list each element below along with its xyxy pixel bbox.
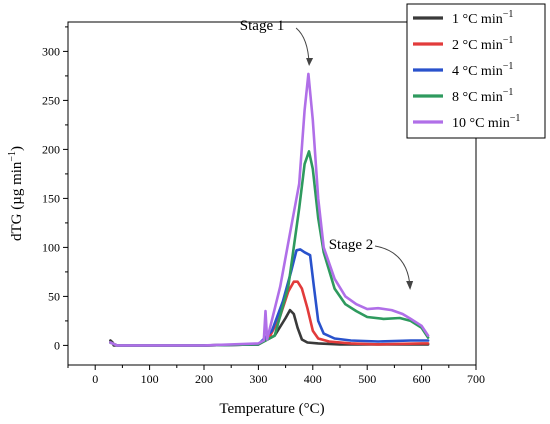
series-line-5 — [109, 72, 430, 347]
annotation-stage-2: Stage 2 — [329, 237, 374, 253]
x-axis-title: Temperature (°C) — [219, 401, 324, 417]
axes: 0 100 200 300 400 500 600 700 0 50 100 150 200 250 300… — [7, 21, 485, 417]
annotation-arrowhead-2 — [406, 281, 414, 290]
legend-label-sup: −1 — [503, 61, 514, 72]
legend-label-5: 10 °C min−1 — [452, 113, 520, 131]
annotation-arrow-2 — [374, 245, 411, 289]
legend-label-sup: −1 — [503, 87, 514, 98]
series-line-4 — [109, 150, 430, 347]
y-axis-title-close: ) — [9, 146, 25, 151]
y-axis-title: dTG (µg min−1) — [7, 146, 25, 241]
legend-label-main: 10 °C min — [452, 116, 510, 131]
y-tick-label: 50 — [48, 289, 60, 303]
legend: 1 °C min−12 °C min−14 °C min−18 °C min−1… — [406, 3, 546, 139]
series-layer — [109, 72, 430, 347]
y-tick-label: 100 — [42, 240, 60, 254]
y-tick-label: 300 — [42, 44, 60, 58]
legend-label-main: 1 °C min — [452, 12, 503, 27]
y-axis-title-main: dTG (µg min — [9, 161, 25, 241]
legend-label-sup: −1 — [503, 9, 514, 20]
legend-label-sup: −1 — [510, 113, 521, 124]
x-tick-label: 200 — [195, 372, 213, 386]
y-tick-label: 250 — [42, 93, 60, 107]
y-axis-title-sup: −1 — [7, 151, 18, 162]
x-tick-label: 700 — [467, 372, 485, 386]
x-tick-label: 400 — [304, 372, 322, 386]
plot-frame — [67, 21, 477, 366]
y-tick-label: 150 — [42, 191, 60, 205]
legend-label-1: 1 °C min−1 — [452, 9, 513, 27]
y-tick-label: 0 — [54, 338, 60, 352]
x-tick-label: 100 — [141, 372, 159, 386]
legend-label-4: 8 °C min−1 — [452, 87, 513, 105]
x-tick-label: 600 — [413, 372, 431, 386]
legend-label-main: 8 °C min — [452, 90, 503, 105]
legend-label-main: 2 °C min — [452, 38, 503, 53]
annotation-arrowhead-1 — [306, 58, 314, 66]
legend-label-main: 4 °C min — [452, 64, 503, 79]
annotations: Stage 1 Stage 2 — [240, 18, 414, 290]
x-tick-label: 0 — [92, 372, 98, 386]
x-tick-label: 300 — [249, 372, 267, 386]
annotation-stage-1: Stage 1 — [240, 18, 285, 34]
y-tick-label: 200 — [42, 142, 60, 156]
legend-label-2: 2 °C min−1 — [452, 35, 513, 53]
legend-label-sup: −1 — [503, 35, 514, 46]
x-tick-label: 500 — [358, 372, 376, 386]
legend-label-3: 4 °C min−1 — [452, 61, 513, 79]
